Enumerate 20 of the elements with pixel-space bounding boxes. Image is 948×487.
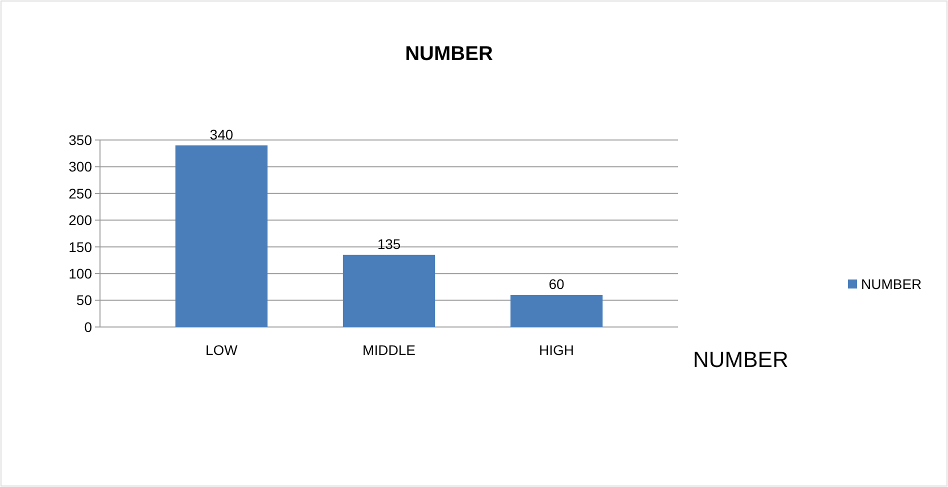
- legend-label: NUMBER: [861, 276, 922, 292]
- text: NUMBER: [693, 347, 788, 372]
- bar: [342, 254, 436, 327]
- y-tick-label: 50: [76, 292, 92, 308]
- y-tick-label: 350: [68, 132, 92, 148]
- bar: [175, 145, 268, 327]
- y-tick-label: 200: [68, 212, 92, 228]
- chart-title: NUMBER: [405, 43, 494, 65]
- y-tick-label: 250: [68, 185, 92, 202]
- x-tick-label: MIDDLE: [362, 342, 416, 358]
- bar: [510, 294, 603, 327]
- data-label: 340: [210, 126, 234, 142]
- y-tick-label: 150: [68, 238, 92, 255]
- data-label: 60: [548, 276, 565, 292]
- y-tick-label: 300: [68, 158, 92, 175]
- y-tick-label: 100: [68, 265, 92, 282]
- x-tick-label: HIGH: [539, 342, 574, 358]
- data-label: 135: [377, 236, 401, 252]
- y-tick-label: 0: [84, 318, 92, 335]
- x-tick-label: LOW: [206, 342, 238, 358]
